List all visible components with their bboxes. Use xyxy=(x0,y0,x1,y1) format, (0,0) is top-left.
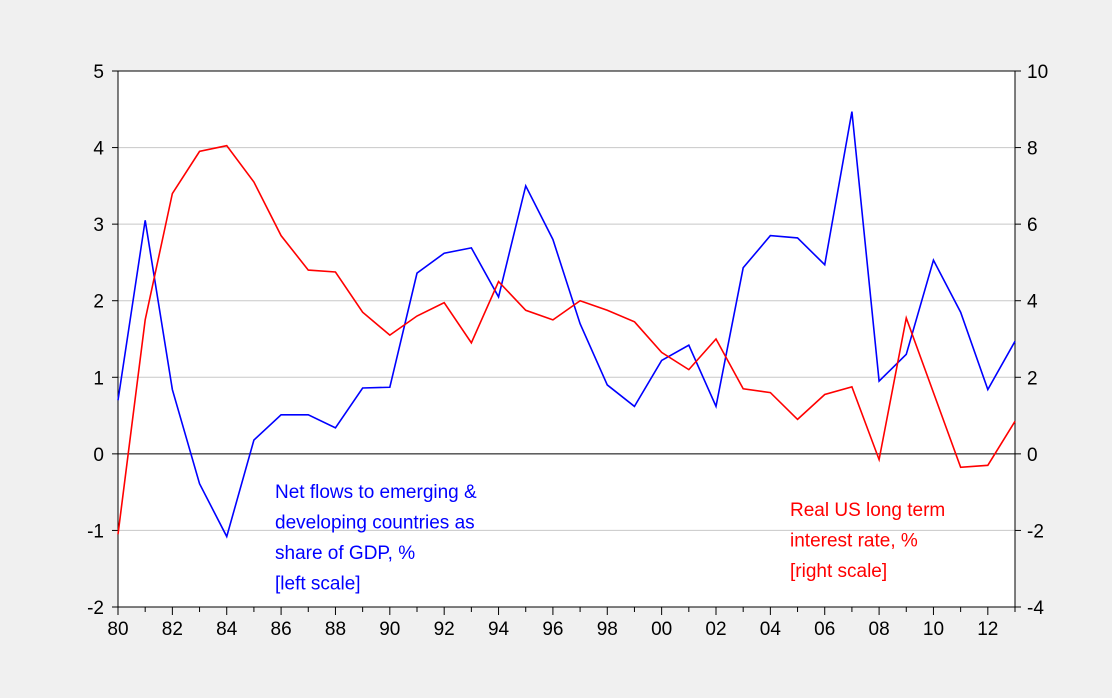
annotation-line: share of GDP, % xyxy=(275,543,415,564)
x-tick-label: 80 xyxy=(107,619,128,640)
x-tick-label: 98 xyxy=(597,619,618,640)
y2-tick-label: 8 xyxy=(1027,139,1038,160)
annotation-line: developing countries as xyxy=(275,513,475,534)
series-line xyxy=(117,111,1016,539)
series-line xyxy=(117,144,1016,535)
plot-frame xyxy=(117,70,1016,608)
x-tick-label: 02 xyxy=(705,619,726,640)
x-tick-label: 88 xyxy=(325,619,346,640)
x-tick-label: 04 xyxy=(760,619,782,640)
y2-tick-label: 6 xyxy=(1027,215,1038,236)
annotation: Net flows to emerging & developing countr… xyxy=(275,482,477,595)
x-tick-label: 82 xyxy=(162,619,183,640)
y-tick-label: -2 xyxy=(87,598,104,619)
x-tick-label: 06 xyxy=(814,619,835,640)
annotation: Real US long term interest rate, % [right … xyxy=(790,500,945,582)
annotation-line: interest rate, % xyxy=(790,531,918,552)
y2-tick-label: 10 xyxy=(1027,62,1048,83)
x-tick-label: 96 xyxy=(542,619,563,640)
x-tick-label: 00 xyxy=(651,619,672,640)
annotation-line: [right scale] xyxy=(790,561,887,582)
x-tick-label: 84 xyxy=(216,619,238,640)
y2-tick-label: 0 xyxy=(1027,445,1038,466)
x-tick-label: 12 xyxy=(977,619,998,640)
x-tick-label: 92 xyxy=(434,619,455,640)
y-tick-label: -1 xyxy=(87,521,104,542)
annotation-line: [left scale] xyxy=(275,574,361,595)
y2-tick-label: -2 xyxy=(1027,521,1044,542)
y-tick-label: 4 xyxy=(93,139,104,160)
x-tick-label: 08 xyxy=(869,619,890,640)
y2-tick-label: 4 xyxy=(1027,292,1038,313)
x-tick-label: 90 xyxy=(379,619,400,640)
annotation-line: Net flows to emerging & xyxy=(275,482,477,503)
x-tick-label: 94 xyxy=(488,619,510,640)
y2-tick-label: -4 xyxy=(1027,598,1044,619)
x-tick-label: 10 xyxy=(923,619,944,640)
x-tick-label: 86 xyxy=(271,619,292,640)
y-tick-label: 3 xyxy=(93,215,104,236)
annotation-line: Real US long term xyxy=(790,500,945,521)
y-tick-label: 0 xyxy=(93,445,104,466)
plot-area xyxy=(118,71,1015,607)
y-tick-label: 1 xyxy=(93,368,104,389)
y-tick-label: 5 xyxy=(93,62,104,83)
y2-tick-label: 2 xyxy=(1027,368,1038,389)
y-tick-label: 2 xyxy=(93,292,104,313)
